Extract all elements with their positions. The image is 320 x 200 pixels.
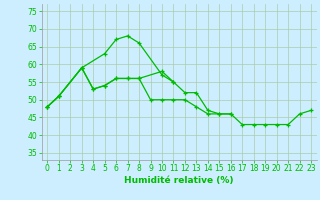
X-axis label: Humidité relative (%): Humidité relative (%) xyxy=(124,176,234,185)
